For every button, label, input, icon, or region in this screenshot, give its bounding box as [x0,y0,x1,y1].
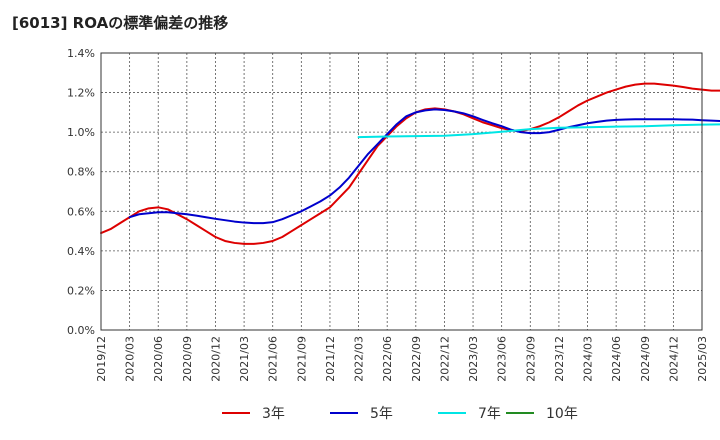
y-tick-label: 0.8% [67,166,95,179]
x-tick-label: 2023/12 [553,336,566,382]
y-tick-label: 0.4% [67,245,95,258]
chart-title: [6013] ROAの標準偏差の推移 [12,14,229,32]
series-line-5年 [128,108,720,225]
y-tick-label: 0.6% [67,205,95,218]
x-tick-label: 2022/09 [410,336,423,382]
x-tick-label: 2023/03 [467,336,480,382]
x-axis-ticks: 2019/12 2020/03 2020/06 2020/09 2020/12 2021/… [95,336,709,382]
x-tick-label: 2021/06 [267,336,280,382]
x-tick-label: 2020/06 [152,336,165,382]
legend: 3年 5年 7年 10年 [222,406,578,422]
y-tick-label: 1.4% [67,47,95,60]
grid-lines [101,53,702,330]
x-tick-label: 2024/06 [610,336,623,382]
x-tick-label: 2021/09 [295,336,308,382]
x-tick-label: 2020/12 [209,336,222,382]
x-tick-label: 2024/09 [639,336,652,382]
legend-label-7年: 7年 [478,406,501,422]
y-tick-label: 0.2% [67,284,95,297]
x-tick-label: 2025/03 [696,336,709,382]
series-line-7年 [357,123,720,139]
x-tick-label: 2022/06 [381,336,394,382]
x-tick-label: 2023/09 [524,336,537,382]
x-tick-label: 2021/12 [324,336,337,382]
x-tick-label: 2024/12 [667,336,680,382]
x-tick-label: 2020/03 [124,336,137,382]
series-line-3年 [100,82,720,245]
x-tick-label: 2023/06 [496,336,509,382]
x-tick-label: 2019/12 [95,336,108,382]
x-tick-label: 2021/03 [238,336,251,382]
y-axis-ticks: 0.0% 0.2% 0.4% 0.6% 0.8% 1.0% 1.2% 1.4% [67,47,95,337]
x-tick-label: 2024/03 [582,336,595,382]
plot-frame [100,52,703,331]
legend-label-5年: 5年 [370,406,393,422]
x-tick-label: 2022/12 [438,336,451,382]
legend-label-10年: 10年 [546,406,578,422]
y-tick-label: 1.2% [67,87,95,100]
x-tick-label: 2022/03 [353,336,366,382]
series-lines [100,82,720,245]
legend-label-3年: 3年 [262,406,285,422]
x-tick-label: 2020/09 [181,336,194,382]
y-tick-label: 0.0% [67,324,95,337]
y-tick-label: 1.0% [67,126,95,139]
